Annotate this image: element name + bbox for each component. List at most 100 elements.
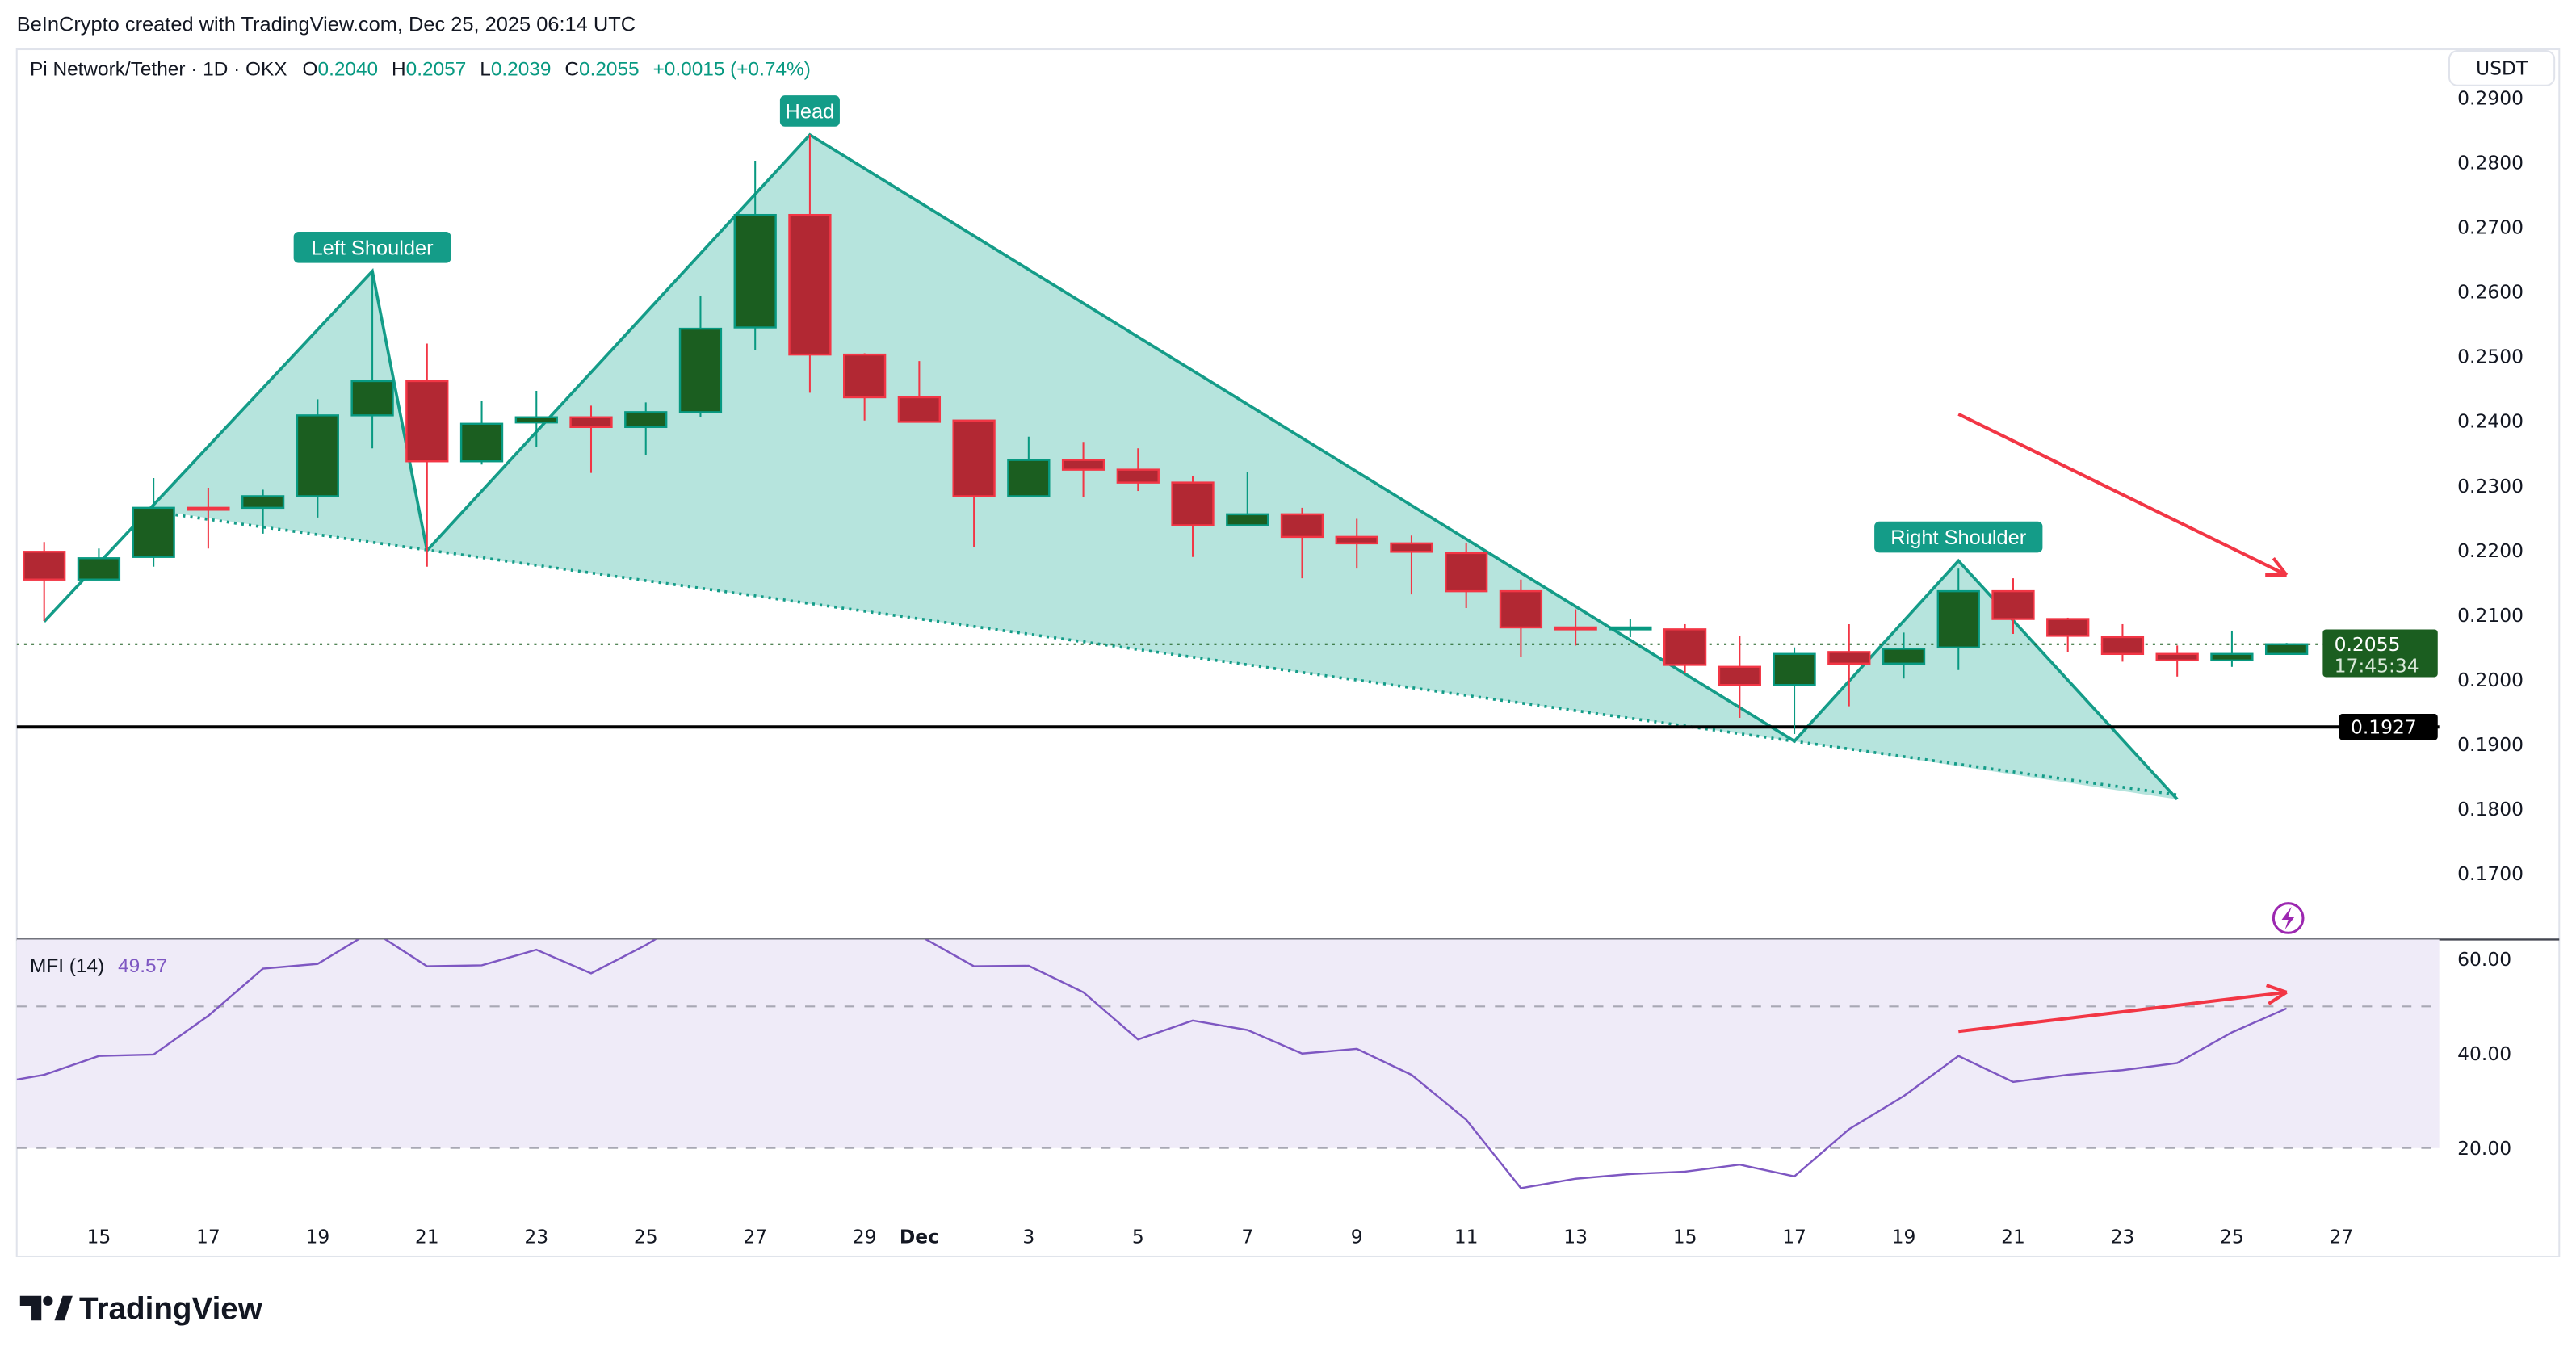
mfi-trend-arrow-head [2268,991,2288,1005]
candle [1116,448,1160,492]
head-label: Head [779,95,840,127]
date-tick: 15 [1673,1226,1697,1248]
candle-body [1226,513,1269,526]
low-value: 0.2039 [491,59,552,81]
pattern-fill [1794,560,2178,799]
candle [1882,632,1926,679]
candle-body [2046,618,2090,637]
date-tick: 19 [1892,1226,1916,1248]
candle-body [2100,636,2145,656]
candle [2155,645,2199,677]
date-tick: 13 [1563,1226,1588,1248]
candle-body [1882,648,1926,665]
left-shoulder-label-bg [293,232,451,263]
price-tick: 0.2100 [2457,604,2524,627]
candle-body [1718,665,1761,686]
right-shoulder-label: Right Shoulder [1874,521,2043,553]
candle-body [350,380,394,417]
price-tick: 0.2200 [2457,539,2524,562]
candle-body [1499,589,1543,629]
candle [569,405,613,473]
candle [2046,617,2090,652]
credit-text: BeInCrypto created with TradingView.com,… [17,14,636,36]
date-tick: 17 [196,1226,220,1248]
candle [1280,507,1324,579]
candle [1335,518,1378,569]
pattern-fill [426,134,1795,741]
candle-body [624,411,668,429]
price-tick: 0.2000 [2457,669,2524,691]
pattern-fill [149,271,427,551]
currency-button[interactable]: USDT [2448,50,2556,86]
mfi-band [16,939,2440,1148]
candle-body [77,557,121,581]
candle-body [132,506,175,558]
legend: Pi Network/Tether · 1D · OKX O0.2040 H0.… [30,59,811,81]
candle [843,353,887,421]
candle [1226,472,1269,526]
mfi-value: 49.57 [118,955,167,977]
candle [1609,619,1652,637]
price-pane: Left Shoulder Head Right Shoulder [16,95,2440,801]
right-shoulder-label-text: Right Shoulder [1890,526,2027,549]
price-tick: 0.1800 [2457,798,2524,820]
candle-body [1609,626,1652,631]
date-tick: 11 [1454,1226,1479,1248]
candle-body [241,495,285,510]
price-trend-arrow-head [2272,557,2289,577]
support-tag-text: 0.1927 [2351,715,2417,738]
candle [1773,647,1816,735]
support-price-tag[interactable]: 0.1927 [2339,713,2438,740]
candle-body [1335,535,1378,545]
candle [459,400,504,465]
price-tick: 0.2500 [2457,346,2524,368]
candle [1936,568,1980,670]
mfi-tick: 60.00 [2457,948,2511,971]
candle [296,399,339,518]
lightning-icon[interactable] [2272,902,2305,934]
date-tick: 23 [2111,1226,2135,1248]
date-tick: 23 [524,1226,548,1248]
date-tick: Dec [900,1226,939,1248]
candle [678,296,723,417]
date-tick: 25 [634,1226,658,1248]
candle-body [23,551,66,581]
candle-body [1061,459,1105,471]
candle-body [1827,651,1871,665]
left-shoulder-label: Left Shoulder [293,232,451,263]
date-tick: 9 [1351,1226,1363,1248]
candle [514,390,558,447]
logo-text: TradingView [79,1291,263,1326]
date-tick: 3 [1022,1226,1034,1248]
last-price-text: 0.2055 [2335,633,2401,656]
candle-body [405,380,449,463]
mfi-trend-arrow-head [2265,984,2288,994]
price-tick: 0.2600 [2457,281,2524,304]
symbol-label[interactable]: Pi Network/Tether · 1D · OKX [30,59,287,81]
price-trend-arrow [1957,412,2288,577]
price-plot [16,132,2440,801]
mfi-label: MFI (14) [30,955,104,977]
tradingview-logo[interactable]: TradingView [19,1291,263,1326]
candle [187,488,230,549]
candle [1171,476,1215,557]
candle [733,160,777,350]
candle [1554,609,1597,646]
candle [788,134,832,393]
candle [1390,535,1433,595]
candle [1663,623,1707,673]
candle-body [296,414,339,497]
mfi-legend[interactable]: MFI (14) 49.57 [30,955,167,977]
candle-body [843,353,887,399]
candle [1991,578,2035,634]
head-label-bg [779,95,840,127]
price-tick: 0.1700 [2457,862,2524,885]
candle [132,478,175,567]
left-shoulder-label-text: Left Shoulder [312,237,434,260]
candle-body [2264,643,2309,656]
candle [1827,623,1871,707]
date-tick: 27 [2329,1226,2353,1248]
price-tick: 0.2800 [2457,151,2524,174]
high-label: H [392,59,406,81]
